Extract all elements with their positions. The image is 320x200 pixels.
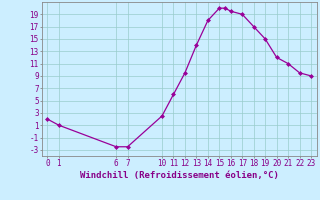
X-axis label: Windchill (Refroidissement éolien,°C): Windchill (Refroidissement éolien,°C) bbox=[80, 171, 279, 180]
